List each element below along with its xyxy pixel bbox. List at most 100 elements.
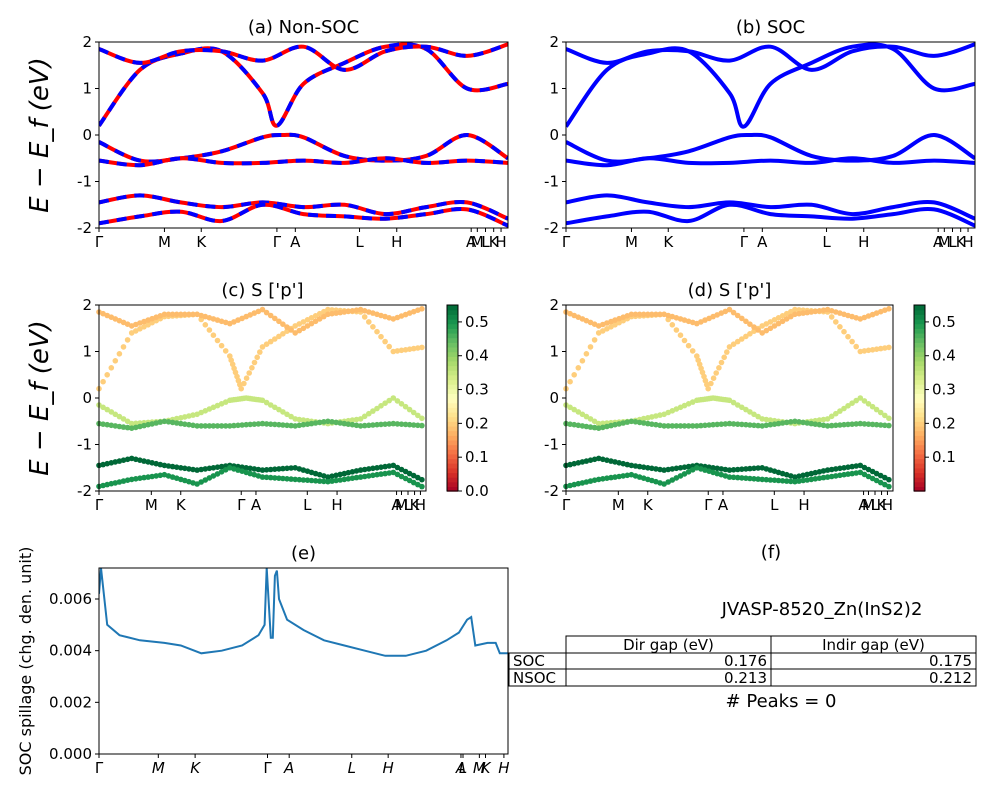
scatter-point: [739, 336, 745, 342]
y-tick-label: 0.004: [49, 642, 92, 660]
scatter-point: [251, 466, 258, 472]
scatter-point: [743, 318, 749, 325]
band-line-soc: [566, 156, 975, 168]
scatter-point: [288, 465, 294, 471]
scatter-point: [669, 466, 676, 472]
colorbar-segment: [447, 407, 458, 413]
scatter-point: [100, 404, 106, 411]
scatter-point: [386, 397, 393, 404]
scatter-point: [366, 410, 372, 417]
x-tick-label: L: [770, 496, 779, 514]
scatter-point: [792, 306, 798, 313]
scatter-point: [361, 413, 368, 420]
scatter-point: [726, 474, 733, 480]
scatter-point: [100, 378, 106, 385]
scatter-point: [378, 333, 384, 340]
x-tick-label: Γ: [562, 496, 571, 514]
scatter-point: [308, 420, 315, 427]
colorbar-segment: [914, 407, 925, 413]
scatter-point: [824, 467, 831, 473]
scatter-point: [886, 306, 892, 312]
colorbar-segment: [447, 435, 458, 441]
scatter-point: [833, 422, 839, 429]
scatter-point: [636, 463, 643, 470]
x-tick-label: H: [331, 496, 342, 514]
scatter-point: [788, 313, 794, 320]
scatter-point: [300, 477, 307, 483]
scatter-point: [828, 473, 835, 480]
scatter-point: [845, 403, 851, 409]
colorbar-tick-label: 0.5: [932, 313, 956, 331]
scatter-point: [182, 421, 188, 428]
scatter-point: [886, 422, 892, 429]
table-value: 0.175: [929, 652, 972, 670]
scatter-point: [804, 420, 810, 426]
scatter-point: [595, 476, 602, 483]
scatter-point: [734, 421, 741, 428]
scatter-point: [640, 311, 647, 318]
scatter-point: [730, 309, 737, 316]
scatter-point: [882, 345, 888, 351]
colorbar-segment: [447, 425, 458, 432]
scatter-point: [669, 423, 676, 429]
x-tick-label: Γ: [273, 233, 282, 251]
colorbar-segment: [914, 463, 925, 469]
scatter-point: [222, 423, 229, 429]
colorbar-tick-label: 0.1: [932, 448, 956, 466]
scatter-point: [206, 327, 213, 333]
scatter-point: [325, 311, 331, 318]
scatter-point: [705, 385, 711, 392]
scatter-point: [604, 475, 610, 482]
scatter-point: [575, 422, 582, 429]
scatter-point: [198, 466, 204, 473]
y-tick-label: 0.000: [49, 745, 92, 763]
scatter-point: [824, 474, 831, 480]
colorbar-segment: [914, 430, 925, 436]
scatter-point: [120, 416, 127, 422]
scatter-point: [206, 423, 213, 429]
scatter-point: [820, 474, 827, 481]
scatter-point: [841, 421, 847, 428]
scatter-point: [394, 398, 401, 404]
colorbar-tick-label: 0.1: [465, 448, 489, 466]
scatter-point: [361, 473, 368, 480]
scatter-point: [370, 408, 376, 414]
scatter-point: [710, 465, 716, 471]
colorbar-segment: [914, 449, 925, 455]
scatter-point: [824, 416, 831, 422]
scatter-point: [800, 477, 806, 484]
scatter-point: [824, 423, 831, 429]
scatter-point: [886, 415, 892, 422]
spillage-line: [99, 568, 508, 657]
x-tick-label: Γ: [95, 233, 104, 251]
scatter-point: [218, 423, 225, 429]
scatter-point: [812, 421, 819, 428]
scatter-point: [845, 333, 851, 340]
scatter-point: [759, 330, 765, 336]
scatter-point: [357, 423, 364, 429]
scatter-point: [853, 463, 859, 469]
table-caption: JVASP-8520_Zn(InS2)2: [721, 599, 923, 620]
scatter-point: [783, 419, 790, 426]
panel-title: (d) S ['p']: [688, 280, 772, 301]
colorbar-tick-label: 0.2: [932, 414, 956, 432]
y-tick-label: 1: [549, 80, 559, 98]
scatter-point: [873, 346, 880, 353]
colorbar-segment: [914, 318, 925, 325]
scatter-point: [747, 321, 753, 328]
scatter-point: [743, 466, 749, 472]
results-table: Dir gap (eV) Indir gap (eV) SOC 0.176 0.175 N…: [508, 635, 977, 687]
scatter-point: [374, 405, 380, 412]
scatter-point: [677, 423, 684, 429]
colorbar-segment: [914, 314, 925, 320]
scatter-point: [734, 466, 741, 473]
scatter-point: [792, 478, 798, 485]
scatter-point: [272, 421, 278, 428]
scatter-point: [583, 423, 590, 430]
scatter-point: [165, 311, 172, 318]
scatter-point: [214, 423, 221, 429]
scatter-point: [419, 483, 425, 490]
scatter-point: [112, 423, 119, 429]
scatter-point: [775, 320, 782, 327]
